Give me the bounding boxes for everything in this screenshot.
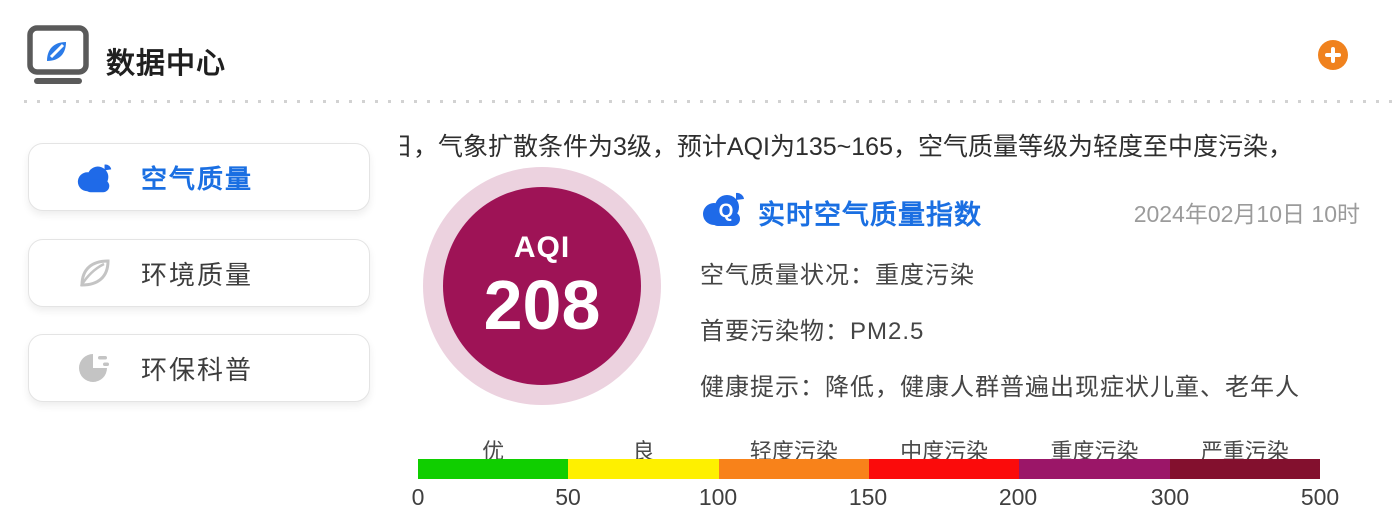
aqi-scale-bar bbox=[418, 459, 1320, 479]
scale-tick: 0 bbox=[411, 484, 425, 510]
add-button[interactable] bbox=[1318, 40, 1348, 70]
aqi-label: AQI bbox=[513, 231, 571, 264]
sidebar-item-label: 环保科普 bbox=[141, 354, 254, 385]
cloud-icon bbox=[75, 159, 115, 195]
svg-text:Q: Q bbox=[719, 201, 734, 222]
timestamp: 2024年02月10日 10时 bbox=[1133, 201, 1360, 227]
health-tip: 健康提示：降低，健康人群普遍出现症状儿童、老年人 bbox=[700, 374, 1300, 401]
news-ticker: 日，气象扩散条件为3级，预计AQI为135~165，空气质量等级为轻度至中度污染… bbox=[400, 127, 1380, 163]
aqi-value: 208 bbox=[483, 266, 601, 344]
scale-tick: 200 bbox=[998, 484, 1038, 510]
scale-tick: 100 bbox=[698, 484, 738, 510]
scale-segment-severe bbox=[1169, 459, 1320, 479]
scale-tick: 50 bbox=[555, 484, 581, 510]
leaf-icon bbox=[75, 255, 115, 291]
scale-segment-light bbox=[718, 459, 869, 479]
scale-label: 良 bbox=[632, 439, 655, 464]
scale-segment-good bbox=[418, 459, 569, 479]
air-quality-status: 空气质量状况：重度污染 bbox=[700, 262, 975, 289]
scale-segment-medium bbox=[868, 459, 1020, 479]
sidebar-item-environment-science[interactable]: 环保科普 bbox=[28, 334, 370, 402]
dotted-divider bbox=[24, 100, 1400, 103]
pie-chart-icon bbox=[75, 350, 115, 386]
sidebar-item-label: 环境质量 bbox=[141, 259, 254, 290]
sidebar-item-air-quality[interactable]: 空气质量 bbox=[28, 143, 370, 211]
scale-label: 优 bbox=[482, 439, 505, 464]
realtime-aqi-title: 实时空气质量指数 bbox=[758, 200, 982, 230]
ticker-text: 日，气象扩散条件为3级，预计AQI为135~165，空气质量等级为轻度至中度污染… bbox=[400, 133, 1293, 161]
scale-segment-heavy bbox=[1019, 459, 1170, 479]
scale-tick: 150 bbox=[848, 484, 888, 510]
scale-segment-moderate bbox=[568, 459, 719, 479]
primary-pollutant: 首要污染物：PM2.5 bbox=[700, 318, 925, 345]
sidebar-item-environment-quality[interactable]: 环境质量 bbox=[28, 239, 370, 307]
scale-tick: 300 bbox=[1150, 484, 1190, 510]
sidebar-item-label: 空气质量 bbox=[141, 163, 254, 194]
scale-tick: 500 bbox=[1300, 484, 1340, 510]
aqi-badge: AQI 208 bbox=[443, 187, 641, 385]
aqi-badge-ring: AQI 208 bbox=[423, 167, 661, 405]
cloud-q-icon: Q bbox=[700, 188, 748, 228]
monitor-leaf-icon bbox=[26, 24, 90, 86]
page-title: 数据中心 bbox=[106, 48, 227, 80]
aqi-scale-ticks: 0 50 100 150 200 300 500 bbox=[412, 484, 1340, 510]
